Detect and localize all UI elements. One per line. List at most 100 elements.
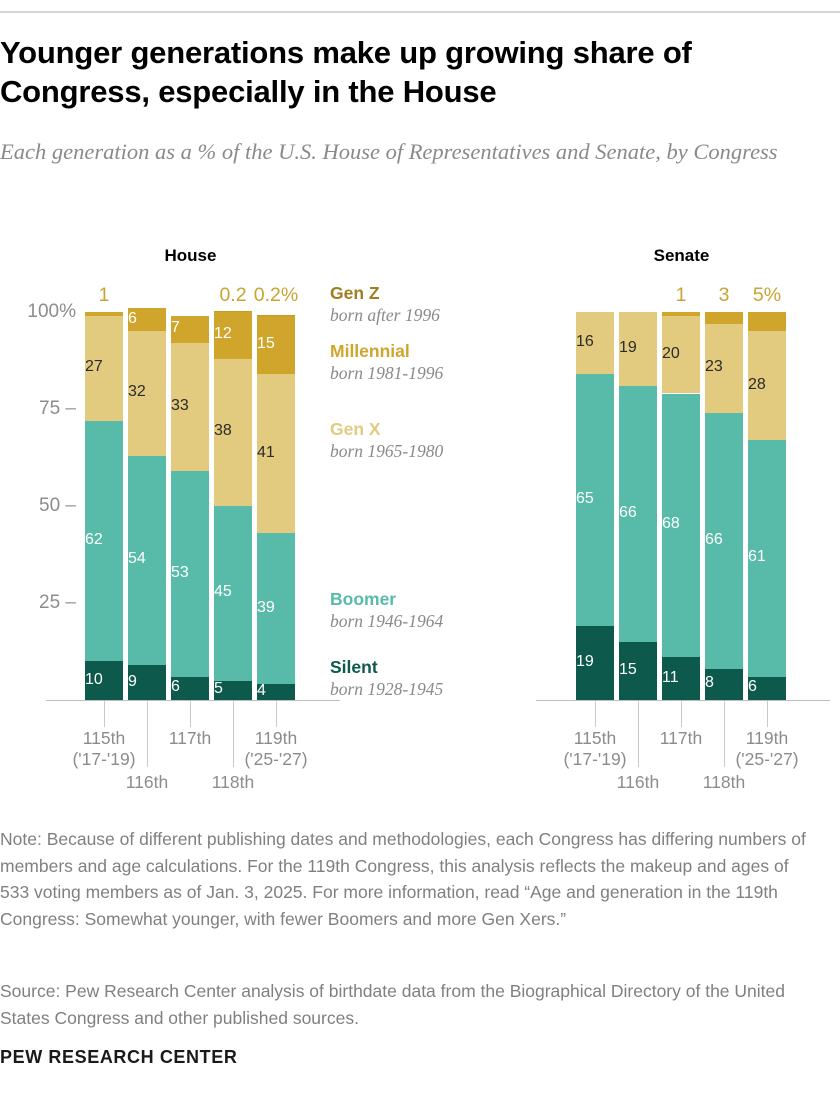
bar-segment-gen-x[interactable]: [85, 315, 123, 421]
legend-item-label: Millennial: [330, 341, 410, 361]
bar-value-label: 4: [257, 682, 266, 700]
page-title: Younger generations make up growing shar…: [0, 35, 692, 110]
bar-segment-silent[interactable]: [257, 684, 295, 700]
bar-segment-silent[interactable]: [619, 641, 657, 700]
x-axis-label-name: 116th: [125, 772, 169, 792]
stacked-bar[interactable]: 11 68 20: [662, 312, 700, 700]
bar-value-label: 7: [171, 319, 180, 337]
stacked-bar[interactable]: 19 65 16: [576, 312, 614, 700]
stacked-bar[interactable]: 15 66 19: [619, 312, 657, 700]
bar-segment-gen-x[interactable]: [576, 312, 614, 375]
x-axis-label-years: ('17-'19): [563, 749, 627, 770]
bar-segment-gen-x[interactable]: [128, 331, 166, 456]
bar-segment-gen-x[interactable]: [171, 343, 209, 472]
chart-note: Note: Because of different publishing da…: [0, 829, 806, 929]
plot-area-house: 10 62 27 9 54 32 6 6 53 33 7 5 45 38 12 4 39 41 15: [85, 308, 296, 700]
bar-value-label: 15: [619, 660, 637, 678]
genz-top-label: 3: [718, 284, 730, 306]
bar-value-label: 61: [748, 548, 766, 566]
bar-segment-boomer[interactable]: [257, 533, 295, 685]
legend-item-years: born 1946-1964: [330, 610, 444, 631]
genz-top-label: 0.2: [219, 284, 247, 306]
bar-segment-boomer[interactable]: [85, 420, 123, 662]
bar-segment-gen-x[interactable]: [257, 374, 295, 534]
x-axis-tickline: [767, 701, 768, 727]
x-axis-label-name: 119th: [254, 728, 298, 748]
bar-segment-boomer[interactable]: [576, 374, 614, 627]
bar-segment-silent[interactable]: [576, 626, 614, 700]
bar-value-label: 5: [214, 680, 223, 698]
bar-segment-gen-z[interactable]: [257, 315, 295, 316]
legend-item-silent[interactable]: Silent born 1928-1945: [330, 657, 443, 701]
y-axis-tick: 25 –: [39, 592, 76, 613]
bar-segment-millennial[interactable]: [128, 308, 166, 332]
x-axis-label: 118th: [190, 772, 276, 793]
legend-item-years: born 1928-1945: [330, 678, 444, 699]
bar-value-label: 33: [171, 397, 189, 415]
bar-segment-gen-x[interactable]: [214, 358, 252, 506]
bar-value-label: 66: [619, 503, 637, 521]
bar-value-label: 54: [128, 550, 146, 568]
x-axis-tickline: [276, 701, 277, 727]
brand-footer: PEW RESEARCH CENTER: [0, 1047, 238, 1067]
stacked-bar[interactable]: 4 39 41 15: [257, 312, 295, 700]
bar-segment-silent[interactable]: [662, 657, 700, 700]
x-axis-label-years: ('25-'27): [244, 749, 308, 770]
bar-segment-millennial[interactable]: [214, 312, 252, 359]
plot-area-senate: 19 65 16 15 66 19 11 68 20 8 66 23 6 61 28: [576, 312, 787, 700]
bar-segment-millennial[interactable]: [257, 315, 295, 375]
bar-segment-millennial[interactable]: [171, 315, 209, 344]
bar-segment-boomer[interactable]: [619, 385, 657, 642]
x-axis-label-years: ('25-'27): [735, 749, 799, 770]
x-axis-label-name: 115th: [573, 728, 617, 748]
bar-segment-gen-x[interactable]: [748, 331, 786, 441]
bar-segment-gen-x[interactable]: [662, 315, 700, 394]
x-axis-label-name: 115th: [82, 728, 126, 748]
bar-segment-boomer[interactable]: [705, 412, 743, 669]
bar-segment-boomer[interactable]: [128, 455, 166, 666]
bar-segment-millennial[interactable]: [85, 312, 123, 316]
bar-value-label: 19: [576, 653, 594, 671]
legend-item-boomer[interactable]: Boomer born 1946-1964: [330, 589, 443, 633]
bar-segment-boomer[interactable]: [171, 471, 209, 677]
x-axis-label: 119th ('25-'27): [724, 728, 810, 771]
genz-top-label: 1: [675, 284, 687, 306]
legend-item-label: Gen X: [330, 419, 381, 439]
stacked-bar[interactable]: 5 45 38 12: [214, 311, 252, 700]
stacked-bar[interactable]: 6 61 28: [748, 312, 786, 700]
bar-segment-gen-z[interactable]: [214, 311, 252, 312]
stacked-bar[interactable]: 6 53 33 7: [171, 312, 209, 700]
bar-value-label: 23: [705, 358, 723, 376]
stacked-bar[interactable]: 10 62 27: [85, 312, 123, 700]
bar-segment-silent[interactable]: [705, 668, 743, 700]
x-axis-tickline: [595, 701, 596, 727]
chart-panel-senate: Senate 19 65 16 15 66 19 11 68 20 8 66 23 6 61 28: [576, 246, 787, 700]
bar-value-label: 45: [214, 583, 232, 601]
stacked-bar[interactable]: 9 54 32 6: [128, 308, 166, 700]
bar-segment-silent[interactable]: [85, 661, 123, 700]
bar-segment-boomer[interactable]: [748, 440, 786, 677]
bar-segment-boomer[interactable]: [214, 506, 252, 681]
bar-segment-gen-x[interactable]: [705, 323, 743, 413]
bar-value-label: 11: [662, 668, 679, 686]
panel-title-house: House: [164, 246, 217, 265]
bar-segment-silent[interactable]: [748, 676, 786, 700]
bar-value-label: 16: [576, 333, 594, 351]
legend-item-millennial[interactable]: Millennial born 1981-1996: [330, 341, 443, 385]
bar-segment-silent[interactable]: [171, 676, 209, 700]
bar-segment-millennial[interactable]: [705, 312, 743, 324]
bar-segment-millennial[interactable]: [748, 312, 786, 332]
x-axis-label: 115th ('17-'19): [552, 728, 638, 771]
bar-value-label: 10: [85, 670, 103, 688]
x-axis-label: 116th: [104, 772, 190, 793]
x-axis-tickline: [147, 701, 148, 767]
bar-segment-boomer[interactable]: [662, 393, 700, 658]
legend-item-label: Boomer: [330, 589, 397, 609]
stacked-bar[interactable]: 8 66 23: [705, 312, 743, 700]
bar-segment-millennial[interactable]: [662, 312, 700, 316]
bar-segment-silent[interactable]: [214, 680, 252, 700]
bar-segment-silent[interactable]: [128, 665, 166, 700]
bar-segment-gen-x[interactable]: [619, 312, 657, 386]
